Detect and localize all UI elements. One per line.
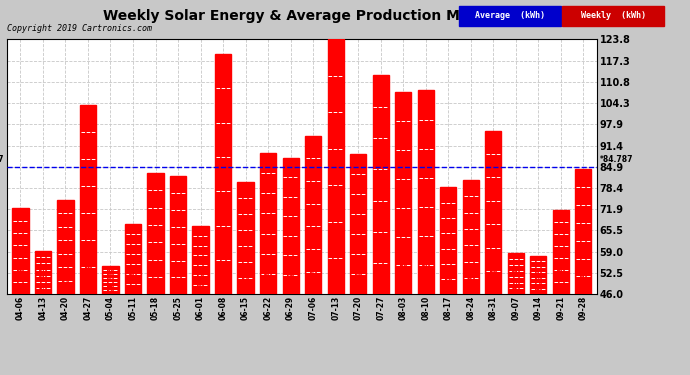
Text: 78.620: 78.620 (445, 266, 451, 292)
Bar (12, 209, 28, 294)
Bar (80, 105, 96, 294)
Bar (282, 158, 299, 294)
Text: *84.787: *84.787 (600, 156, 633, 165)
Bar (485, 130, 502, 294)
Text: 103.908: 103.908 (85, 261, 91, 292)
Text: 87.620: 87.620 (288, 266, 294, 292)
Bar (508, 253, 524, 294)
Text: 74.912: 74.912 (62, 266, 68, 292)
Text: 84.240: 84.240 (580, 266, 586, 292)
Bar (260, 153, 276, 294)
Text: 89.204: 89.204 (265, 266, 271, 292)
Bar (553, 210, 569, 294)
Text: 58.612: 58.612 (513, 266, 519, 292)
Text: Weekly Solar Energy & Average Production Mon Sep 30 18:38: Weekly Solar Energy & Average Production… (103, 9, 587, 23)
Bar (170, 176, 186, 294)
Bar (237, 182, 254, 294)
Bar (193, 226, 208, 294)
Text: 72.224: 72.224 (17, 266, 23, 292)
Text: 82.152: 82.152 (175, 266, 181, 292)
Bar (125, 224, 141, 294)
Text: 59.220: 59.220 (40, 266, 46, 292)
Bar (102, 266, 119, 294)
Text: 80.248: 80.248 (243, 266, 248, 292)
Bar (530, 256, 546, 294)
Bar (328, 39, 344, 294)
Bar (373, 75, 388, 294)
Text: *84.787: *84.787 (0, 156, 4, 165)
Text: 123.772: 123.772 (333, 261, 339, 292)
Text: 112.812: 112.812 (377, 261, 384, 292)
Bar (305, 136, 322, 294)
Bar (215, 54, 231, 294)
Text: Copyright 2019 Cartronics.com: Copyright 2019 Cartronics.com (7, 24, 152, 33)
Text: 107.752: 107.752 (400, 262, 406, 292)
Text: 54.668: 54.668 (108, 266, 113, 292)
Bar (34, 251, 51, 294)
Text: 57.824: 57.824 (535, 266, 542, 292)
Bar (395, 92, 411, 294)
Bar (57, 200, 74, 294)
Bar (440, 188, 456, 294)
Text: 88.704: 88.704 (355, 266, 361, 292)
Bar (148, 173, 164, 294)
Text: 108.240: 108.240 (423, 261, 428, 292)
Text: Average  (kWh): Average (kWh) (475, 12, 545, 20)
Text: 83.000: 83.000 (152, 266, 159, 292)
Bar (350, 154, 366, 294)
Text: 95.956: 95.956 (491, 266, 496, 292)
Text: 119.300: 119.300 (220, 261, 226, 292)
Text: Weekly  (kWh): Weekly (kWh) (581, 12, 646, 20)
Text: 66.804: 66.804 (197, 266, 204, 292)
Text: 67.608: 67.608 (130, 266, 136, 292)
Text: 94.420: 94.420 (310, 266, 316, 292)
Text: 71.792: 71.792 (558, 266, 564, 292)
Bar (575, 169, 591, 294)
Bar (417, 90, 434, 294)
Text: 80.856: 80.856 (468, 266, 474, 292)
Bar (463, 180, 479, 294)
